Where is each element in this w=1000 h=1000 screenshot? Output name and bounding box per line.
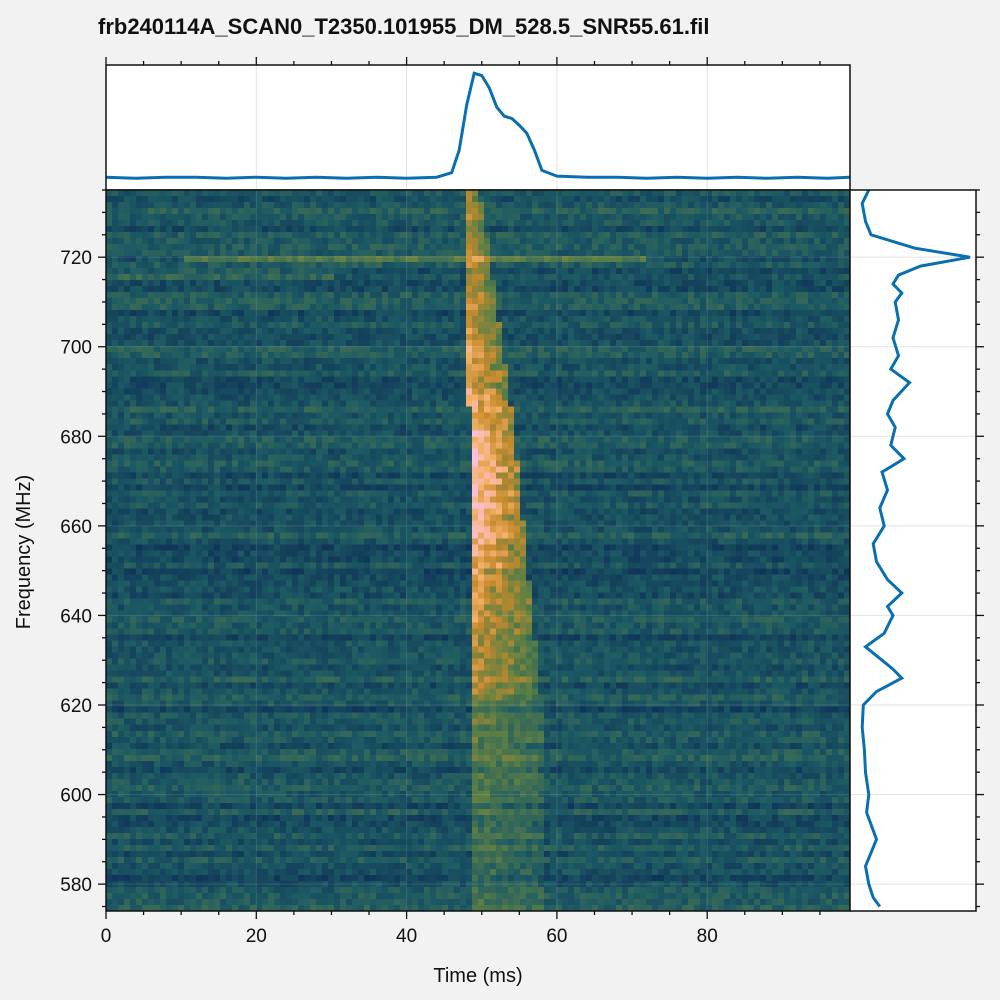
time-series-panel-bg [106,65,850,190]
spectrum-ticks [976,189,984,908]
y-tick-label: 720 [60,248,92,269]
heatmap-grid [105,190,850,911]
y-tick-label: 700 [60,338,92,359]
x-tick-label: 20 [246,926,267,947]
x-tick-label: 80 [697,926,718,947]
y-axis-label: Frequency (MHz) [13,475,35,629]
x-tick-label: 60 [546,926,567,947]
time-series-line [105,71,851,180]
x-axis-label: Time (ms) [433,965,522,987]
y-tick-label: 600 [60,786,92,807]
x-tick-label: 40 [396,926,417,947]
y-tick-label: 620 [60,696,92,717]
spectrum-panel-frame [849,189,977,912]
heatmap-ticks [98,189,821,919]
y-tick-label: 580 [60,875,92,896]
time-series-ticks [105,57,821,65]
spectrum-panel [849,189,984,912]
spectrum-grid [850,256,976,885]
spectrum-panel-bg [850,190,976,911]
y-tick-label: 660 [60,517,92,538]
y-tick-label: 640 [60,606,92,627]
y-tick-label: 680 [60,427,92,448]
dynamic-spectrum-panel: 0 20 40 60 80 580 600 620 640 660 680 700 720 [60,189,851,947]
time-series-panel [105,57,851,191]
spectrum-line [860,189,971,908]
dynamic-spectrum-heatmap [106,190,850,911]
y-tick-labels: 580 600 620 640 660 680 700 720 [60,248,92,896]
x-tick-labels: 0 20 40 60 80 [101,926,718,947]
chart-title: frb240114A_SCAN0_T2350.101955_DM_528.5_S… [98,14,710,39]
x-tick-label: 0 [101,926,112,947]
